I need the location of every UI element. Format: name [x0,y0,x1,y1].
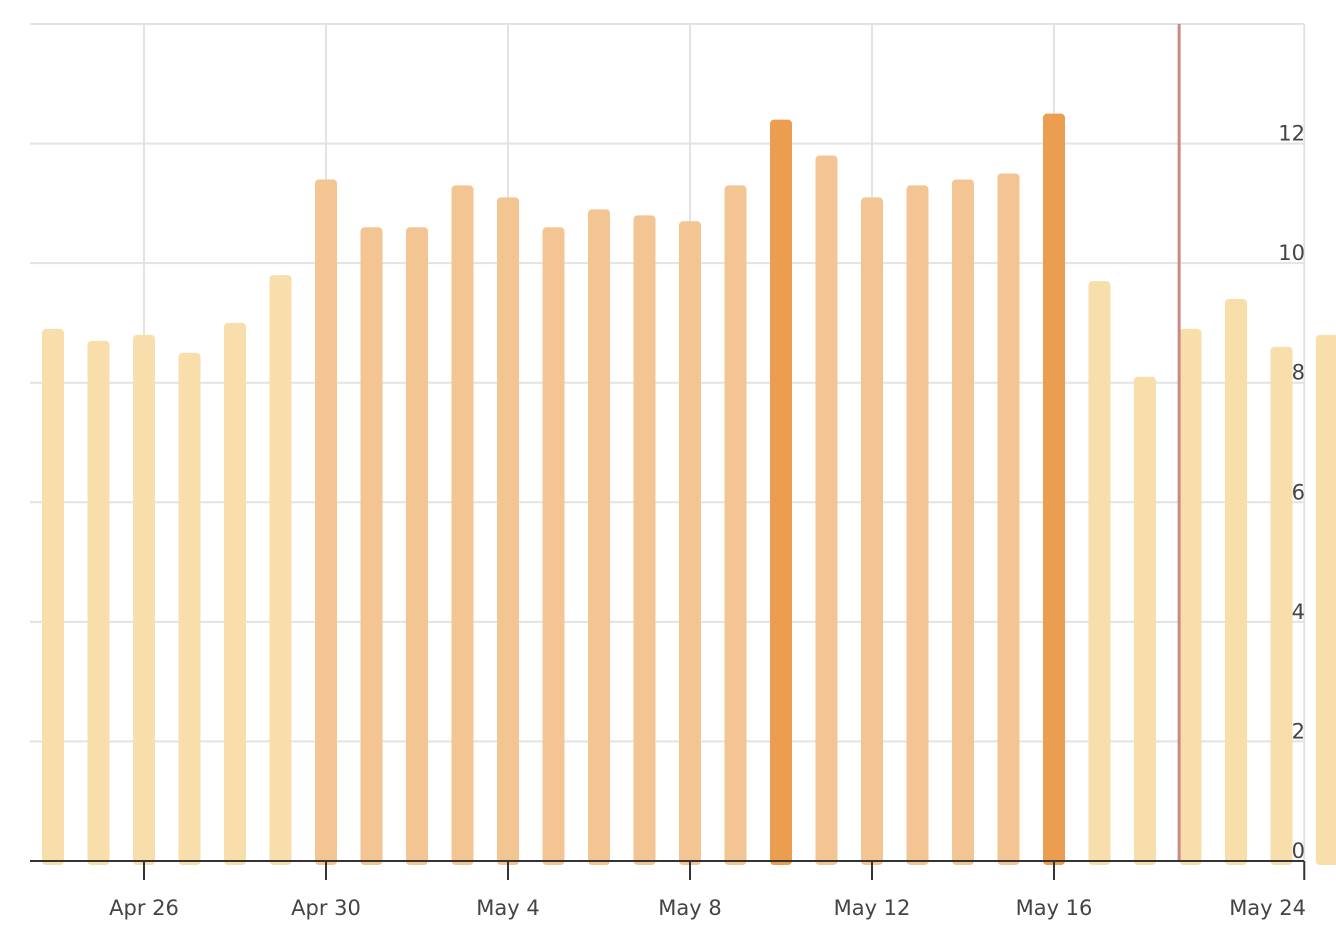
bars [42,113,1336,866]
bar [315,179,337,865]
x-tick-label: May 12 [834,896,911,920]
bar [1179,328,1202,866]
bar [1134,376,1156,865]
grid [30,23,1306,861]
bar [861,197,883,866]
x-tick-label: May 8 [658,896,721,920]
bar [42,328,64,866]
x-tick-label: May 16 [1016,896,1093,920]
bar [87,340,110,866]
bar [360,227,383,865]
bar [133,334,155,865]
y-tick-label: 0 [1292,839,1305,863]
bar [1270,346,1293,865]
bar [1043,113,1065,865]
bar [178,352,201,866]
bar [406,227,428,865]
bar [770,119,792,865]
y-tick-label: 12 [1278,122,1305,146]
axes: Apr 26 Apr 30 May 4 May 8 May 12 May 16 May 24… [30,122,1306,920]
bar [633,215,656,866]
bar [815,155,838,865]
y-tick-label: 8 [1292,361,1305,385]
bar [679,221,701,866]
bar [997,173,1020,865]
bar [269,275,292,866]
y-tick-label: 2 [1292,719,1305,743]
x-tick-label: May 4 [476,896,539,920]
bar [1225,299,1247,865]
bar [224,322,246,865]
x-tick-label: May 24 [1229,896,1306,920]
bar [952,179,974,865]
bar [542,227,565,865]
y-tick-label: 10 [1278,241,1305,265]
y-tick-label: 4 [1292,600,1305,624]
bar [906,185,929,865]
bar [724,185,747,865]
bar [451,185,474,865]
y-tick-label: 6 [1292,480,1305,504]
x-tick-label: Apr 30 [291,896,361,920]
bar [497,197,519,866]
bar [1088,281,1111,865]
bar [588,209,610,866]
x-tick-label: Apr 26 [109,896,179,920]
bar [1316,334,1336,865]
